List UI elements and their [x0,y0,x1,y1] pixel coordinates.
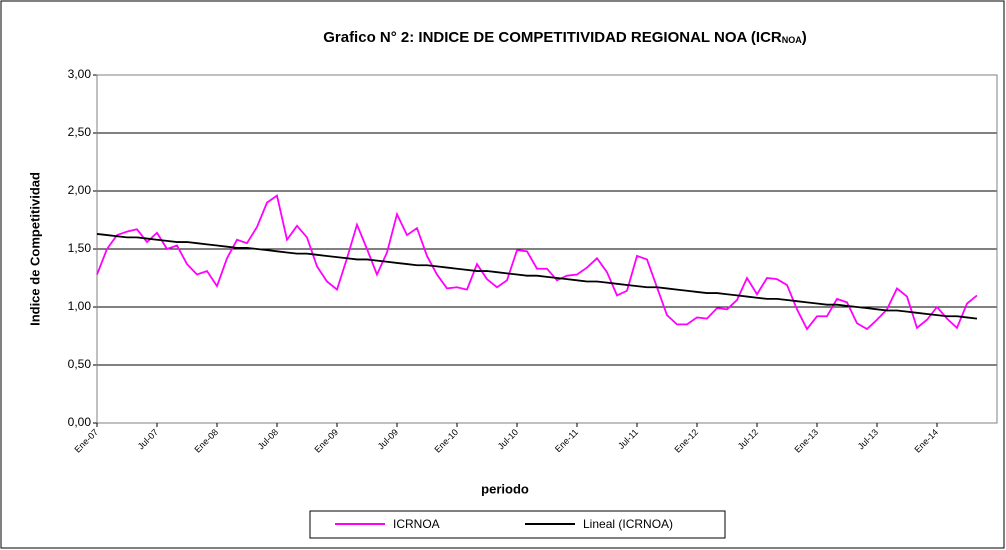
legend-label: ICRNOA [393,517,440,531]
series-line [96,233,978,320]
title-subscript: NOA [782,35,803,45]
y-tick-label: 2,00 [68,183,92,197]
chart-title: Grafico N° 2: INDICE DE COMPETITIVIDAD R… [323,29,807,46]
y-tick-label: 0,50 [68,357,92,371]
title-part: ) [802,29,807,46]
y-tick-label: 2,50 [68,125,92,139]
y-tick-label: 0,00 [68,415,92,429]
title-part: Grafico N° 2: INDICE DE COMPETITIVIDAD R… [323,29,782,46]
legend-label: Lineal (ICRNOA) [583,517,673,531]
y-tick-label: 3,00 [68,67,92,81]
y-tick-label: 1,00 [68,299,92,313]
y-tick-label: 1,50 [68,241,92,255]
x-axis-label: periodo [481,481,529,496]
series-line [96,194,978,331]
y-axis-label: Indice de Competitividad [27,172,42,326]
plot-area [96,74,998,424]
